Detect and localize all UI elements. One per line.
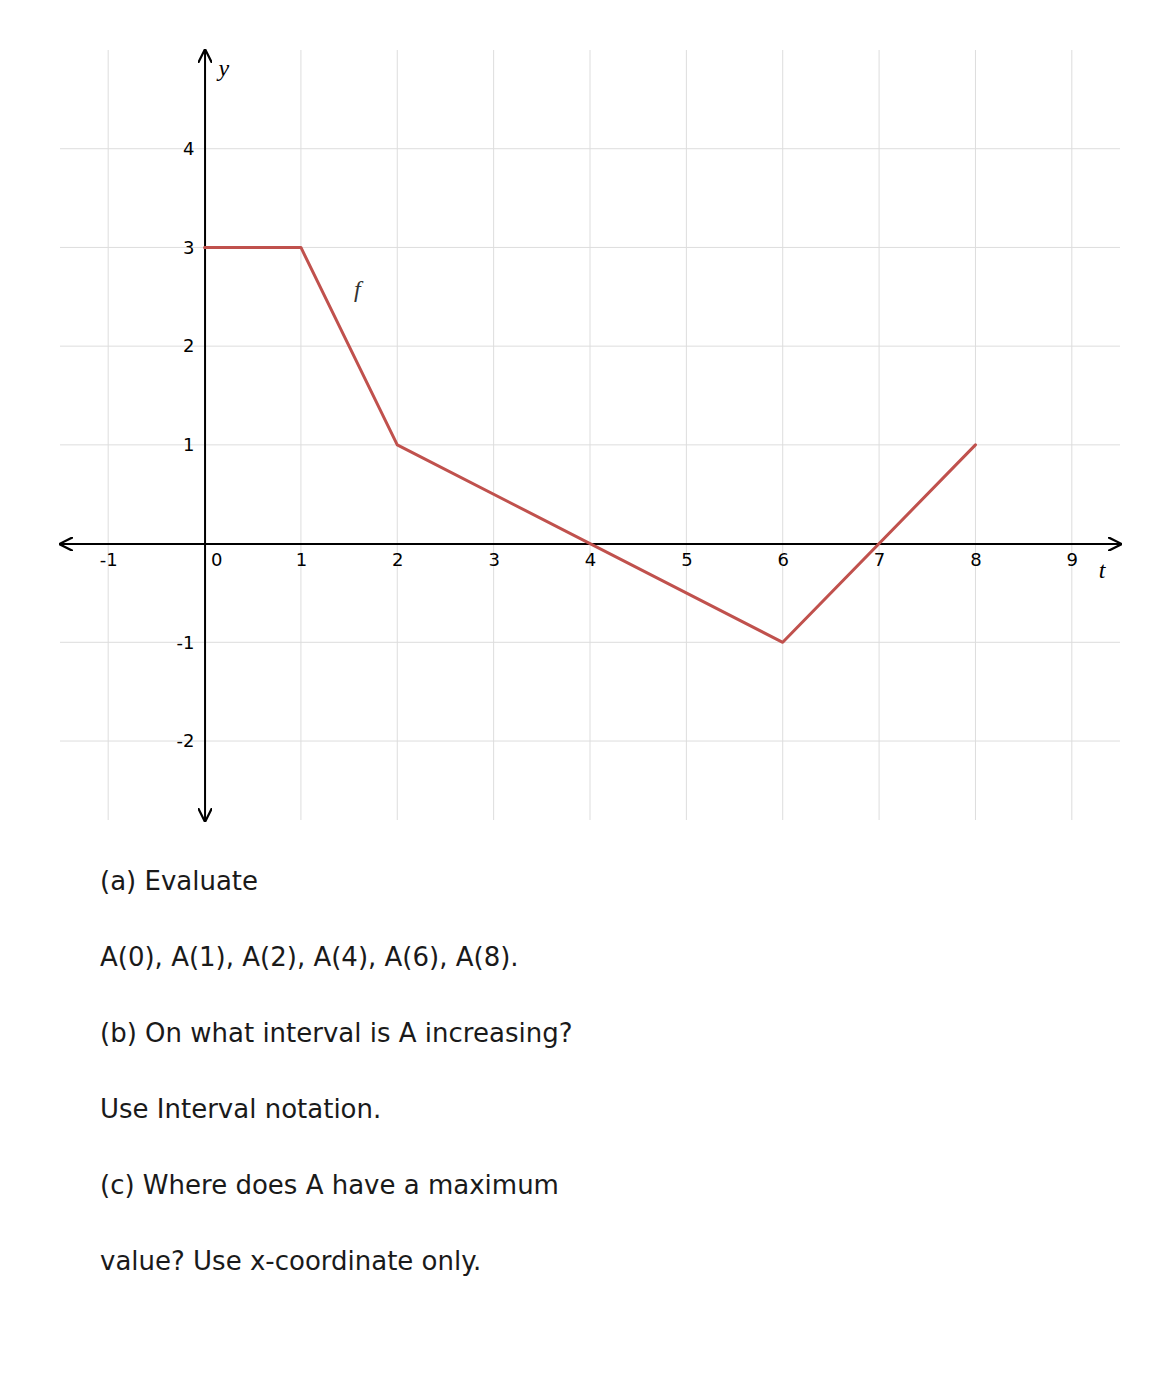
annotation: f — [354, 276, 364, 302]
tick: 1 — [183, 434, 204, 455]
annotations: f — [354, 276, 364, 302]
tick-label: 9 — [1067, 549, 1078, 570]
x-axis: -1 0 1 2 3 4 5 6 7 8 9 — [61, 544, 1121, 571]
y-axis: -2 -1 1 2 3 4 — [177, 51, 205, 821]
tick: -1 — [177, 632, 205, 653]
grid-line-x — [493, 50, 494, 820]
tick: 0 — [205, 544, 222, 571]
tick-label: 8 — [970, 549, 981, 570]
tick-label: 2 — [183, 335, 194, 356]
grid-line-x — [108, 50, 109, 820]
grid-line-y — [60, 444, 1120, 445]
plot-marks — [205, 247, 976, 642]
tick-label: 4 — [585, 549, 596, 570]
grid-line-x — [590, 50, 591, 820]
line — [205, 247, 976, 642]
grid-line-x — [879, 50, 880, 820]
grid-line-y — [60, 148, 1120, 149]
tick-label: 3 — [488, 549, 499, 570]
grid-line-y — [60, 642, 1120, 643]
tick: 4 — [183, 138, 204, 159]
text-line: (c) Where does A have a maximum — [100, 1170, 559, 1200]
tick-label: 4 — [183, 138, 194, 159]
text-line: (a) Evaluate — [100, 866, 258, 896]
grid-line-x — [204, 50, 205, 820]
grid-line-x — [300, 50, 301, 820]
grid-line-y — [60, 346, 1120, 347]
tick-label: 6 — [778, 549, 789, 570]
tick: 5 — [681, 544, 692, 571]
tick-label: 1 — [183, 434, 194, 455]
tick: 2 — [183, 335, 204, 356]
tick-label: -1 — [100, 549, 118, 570]
y-axis-label: y — [217, 55, 230, 81]
tick-label: -1 — [177, 632, 195, 653]
tick: -2 — [177, 730, 205, 751]
tick: 1 — [296, 544, 307, 571]
tick-label: 2 — [392, 549, 403, 570]
text-line: (b) On what interval is A increasing? — [100, 1018, 572, 1048]
chart: -1 0 1 2 3 4 5 6 7 8 9 -2 -1 1 2 3 4 t y f (a) Evaluate A(0),… — [0, 0, 1170, 1391]
text-line: Use Interval notation. — [100, 1094, 381, 1124]
tick-label: 7 — [874, 549, 885, 570]
grid-line-y — [60, 741, 1120, 742]
tick: 3 — [488, 544, 499, 571]
tick: 3 — [183, 237, 204, 258]
tick-label: 5 — [681, 549, 692, 570]
grid-line-x — [975, 50, 976, 820]
grid — [60, 50, 1120, 820]
tick: 4 — [585, 544, 596, 571]
tick: 6 — [778, 544, 789, 571]
tick: 9 — [1067, 544, 1078, 571]
tick: -1 — [100, 544, 118, 571]
tick-label: -2 — [177, 730, 195, 751]
text-line: A(0), A(1), A(2), A(4), A(6), A(8). — [100, 942, 519, 972]
tick: 8 — [970, 544, 981, 571]
tick: 2 — [392, 544, 403, 571]
tick-label: 1 — [296, 549, 307, 570]
grid-line-x — [1071, 50, 1072, 820]
tick-label: 3 — [183, 237, 194, 258]
grid-line-x — [782, 50, 783, 820]
tick-label: 0 — [211, 549, 222, 570]
question-text: (a) Evaluate A(0), A(1), A(2), A(4), A(6)… — [100, 866, 572, 1276]
grid-line-x — [686, 50, 687, 820]
x-axis-label: t — [1099, 557, 1107, 583]
text-line: value? Use x-coordinate only. — [100, 1246, 481, 1276]
grid-line-x — [397, 50, 398, 820]
y-axis-line — [204, 51, 206, 821]
